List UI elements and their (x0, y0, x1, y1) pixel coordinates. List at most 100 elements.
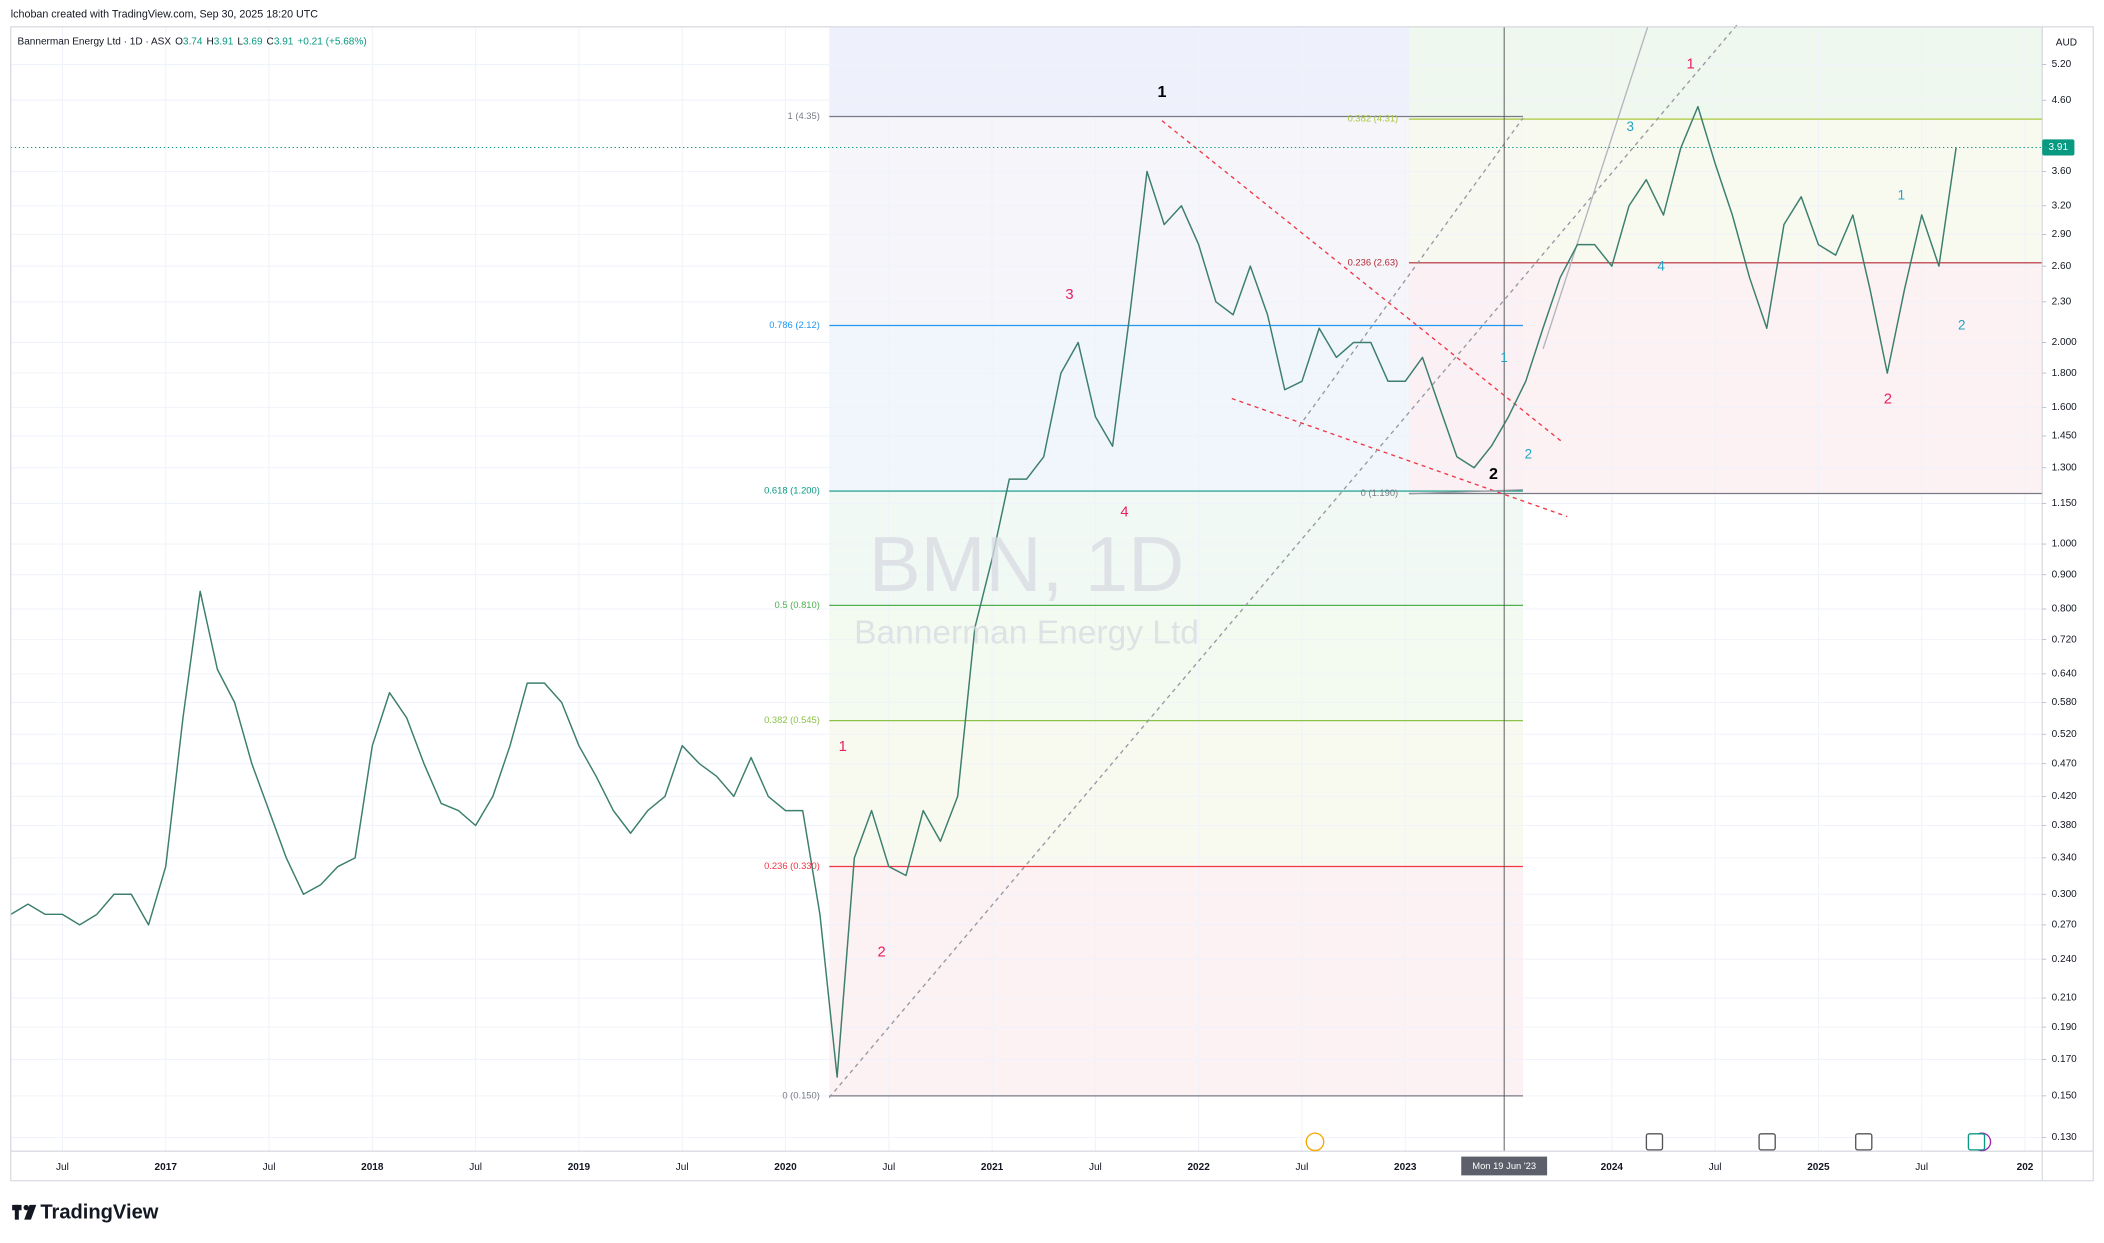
fib-zone (829, 491, 1523, 606)
y-tick-label: 0.190 (2052, 1022, 2078, 1033)
earnings-icon[interactable] (1855, 1133, 1873, 1151)
fib-label: 0.236 (0.330) (764, 860, 820, 871)
wave-label: 1 (1898, 187, 1905, 202)
wave-label: 4 (1657, 259, 1665, 274)
currency: AUD (2056, 38, 2077, 49)
ohlc-label: L (237, 36, 243, 47)
events (1305, 1132, 1992, 1152)
y-tick-label: 0.580 (2052, 697, 2078, 708)
y-tick-label: 2.90 (2052, 229, 2072, 240)
trend-line (1542, 26, 1649, 350)
x-tick-label: Jul (56, 1162, 69, 1173)
fib-label: 1 (4.35) (788, 110, 820, 121)
wave-label: 1 (1687, 56, 1695, 72)
fib-label: 0.382 (4.31) (1348, 113, 1399, 124)
ohlc-value: 3.74 (183, 36, 203, 47)
y-tick-label: 0.470 (2052, 758, 2078, 769)
y-tick-label: 2.60 (2052, 261, 2072, 272)
y-tick-label: 0.900 (2052, 569, 2078, 580)
logo-mark (24, 1204, 37, 1220)
y-tick-label: 1.450 (2052, 431, 2078, 442)
symbol-name: Bannerman Energy Ltd · 1D · ASX (18, 36, 172, 47)
trend-line (828, 23, 1739, 1098)
trend-line (1298, 117, 1524, 428)
fib-zone (1408, 26, 2043, 120)
x-tick-label: 2021 (981, 1162, 1004, 1173)
fib-label: 0.618 (1.200) (764, 485, 820, 496)
watermark-name: Bannerman Energy Ltd (854, 615, 1199, 652)
y-tick-label: 1.300 (2052, 462, 2078, 473)
wave-label: 1 (1500, 350, 1507, 365)
logo-mark (14, 1204, 19, 1220)
ohlc-label: O (175, 36, 183, 47)
fib-label: 0.5 (0.810) (775, 599, 820, 610)
y-tick-label: 2.000 (2052, 337, 2078, 348)
wave-label: 2 (1958, 318, 1965, 333)
wave-label: 3 (1065, 287, 1073, 303)
fib-zone (829, 720, 1523, 867)
y-tick-label: 0.130 (2052, 1132, 2078, 1143)
fib-zone (1408, 119, 2043, 263)
y-tick-label: 1.000 (2052, 539, 2078, 550)
fib-zones (829, 26, 2043, 1096)
x-tick-label: Jul (676, 1162, 689, 1173)
x-tick-label: 2023 (1394, 1162, 1417, 1173)
fib-zone (829, 866, 1523, 1096)
y-tick-label: 5.20 (2052, 59, 2072, 70)
watermark: BMN, 1D (869, 522, 1185, 608)
y-tick-label: 3.20 (2052, 200, 2072, 211)
y-tick-label: 0.720 (2052, 634, 2078, 645)
x-tick-label: 2017 (155, 1162, 178, 1173)
wave-label: 2 (1489, 465, 1498, 483)
y-tick-label: 0.240 (2052, 954, 2078, 965)
x-tick-label: Jul (469, 1162, 482, 1173)
y-tick-label: 1.600 (2052, 402, 2078, 413)
ohlc-value: 3.91 (274, 36, 294, 47)
y-tick-label: 0.170 (2052, 1054, 2078, 1065)
symbol-legend: Bannerman Energy Ltd · 1D · ASX O3.74 H3.9… (18, 36, 367, 47)
ohlc-label: H (207, 36, 214, 47)
wave-label: 2 (877, 945, 885, 961)
y-tick-label: 0.640 (2052, 669, 2078, 680)
earnings-icon[interactable] (1758, 1133, 1776, 1151)
fib-zone (829, 116, 1523, 326)
trend-line (1161, 120, 1564, 444)
fib-label: 0.236 (2.63) (1348, 256, 1399, 267)
y-tick-label: 1.800 (2052, 368, 2078, 379)
crosshair-tag (1461, 1156, 1548, 1176)
fib-top-zone (829, 26, 1409, 119)
price-line (10, 105, 1957, 1078)
brand: TradingView (40, 1201, 158, 1223)
wave-label: 4 (1120, 504, 1128, 520)
x-tick-label: Jul (1296, 1162, 1309, 1173)
fib-label: 0.382 (0.545) (764, 714, 820, 725)
wave-label: 2 (1525, 446, 1532, 461)
y-tick-label: 0.420 (2052, 791, 2078, 802)
x-tick-label: 2018 (361, 1162, 384, 1173)
x-tick-label: Jul (1089, 1162, 1102, 1173)
wave-label: 3 (1627, 119, 1634, 134)
earnings-icon[interactable] (1967, 1133, 1986, 1151)
y-tick-label: 0.150 (2052, 1091, 2078, 1102)
fib-label: 0.786 (2.12) (769, 319, 820, 330)
x-tick-label: 2024 (1601, 1162, 1624, 1173)
x-tick-label: 202 (2017, 1162, 2034, 1173)
y-tick-label: 0.340 (2052, 853, 2078, 864)
dividend-icon[interactable] (1305, 1132, 1325, 1152)
wave-label: 1 (1158, 83, 1167, 101)
header-credit: lchoban created with TradingView.com, Se… (11, 9, 319, 21)
x-tick-label: Jul (1709, 1162, 1722, 1173)
y-tick-label: 4.60 (2052, 95, 2072, 106)
x-tick-label: Jul (263, 1162, 276, 1173)
earnings-icon[interactable] (1645, 1133, 1664, 1151)
ohlc-value: 3.91 (214, 36, 234, 47)
crosshair-label: Mon 19 Jun '23 (1472, 1160, 1536, 1171)
ohlc-label: C (267, 36, 274, 47)
plot-layer: 1 (4.35) 0.786 (2.12) 0.618 (1.200) 0.5 (0.… (10, 23, 2043, 1152)
y-tick-label: 1.150 (2052, 498, 2078, 509)
x-tick-label: Jul (882, 1162, 895, 1173)
y-tick-label: 0.380 (2052, 820, 2078, 831)
y-tick-label: 3.60 (2052, 166, 2072, 177)
